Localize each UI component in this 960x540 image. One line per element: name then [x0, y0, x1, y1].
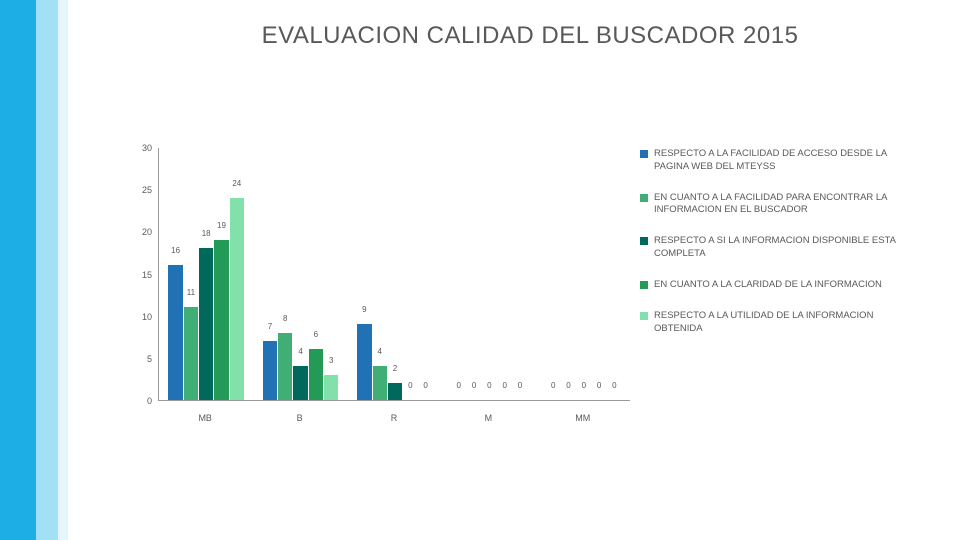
- bar: [388, 383, 402, 400]
- bar-value-label: 9: [362, 305, 366, 314]
- bar-value-label: 18: [202, 229, 211, 238]
- slide-title: EVALUACION CALIDAD DEL BUSCADOR 2015: [180, 22, 880, 50]
- bar-chart: 051015202530 161118192478463942000000000…: [130, 148, 630, 423]
- bar: [214, 240, 228, 400]
- decorative-stripe: [36, 0, 58, 540]
- bar-value-label: 0: [566, 381, 570, 390]
- bar: [324, 375, 338, 400]
- bar-value-label: 0: [551, 381, 555, 390]
- legend-item: RESPECTO A SI LA INFORMACION DISPONIBLE …: [640, 235, 920, 261]
- bar: [263, 341, 277, 400]
- bar: [293, 366, 307, 400]
- category-label: M: [441, 413, 535, 423]
- legend-item: RESPECTO A LA UTILIDAD DE LA INFORMACION…: [640, 310, 920, 336]
- legend-item: RESPECTO A LA FACILIDAD DE ACCESO DESDE …: [640, 148, 920, 174]
- bar-value-label: 0: [408, 381, 412, 390]
- legend-label: EN CUANTO A LA CLARIDAD DE LA INFORMACIO…: [654, 279, 882, 292]
- legend-label: EN CUANTO A LA FACILIDAD PARA ENCONTRAR …: [654, 192, 920, 218]
- bar: [168, 265, 182, 400]
- legend-swatch: [640, 237, 648, 245]
- plot-area: 16 11 18 19 24 7 8 4 6 3 9 4 2 0 0 0 0 0 0 0 0 0 0 0 0: [158, 148, 630, 401]
- bar-value-label: 0: [502, 381, 506, 390]
- bar-value-label: 0: [457, 381, 461, 390]
- category-label: MB: [158, 413, 252, 423]
- bar-value-label: 19: [217, 221, 226, 230]
- legend-swatch: [640, 194, 648, 202]
- bar-value-label: 2: [393, 364, 397, 373]
- y-tick-label: 20: [130, 227, 152, 237]
- bar-value-label: 3: [329, 356, 333, 365]
- bar-value-label: 0: [597, 381, 601, 390]
- category-label: B: [252, 413, 346, 423]
- bar-value-label: 11: [187, 288, 195, 297]
- bar-value-label: 0: [612, 381, 616, 390]
- bar: [199, 248, 213, 400]
- y-tick-label: 0: [130, 396, 152, 406]
- y-tick-label: 10: [130, 312, 152, 322]
- y-tick-label: 30: [130, 143, 152, 153]
- decorative-stripe: [0, 0, 36, 540]
- category-label: MM: [536, 413, 630, 423]
- legend-item: EN CUANTO A LA FACILIDAD PARA ENCONTRAR …: [640, 192, 920, 218]
- bar-value-label: 4: [298, 347, 302, 356]
- legend-item: EN CUANTO A LA CLARIDAD DE LA INFORMACIO…: [640, 279, 920, 292]
- bar: [230, 198, 244, 400]
- slide: EVALUACION CALIDAD DEL BUSCADOR 2015 051…: [0, 0, 960, 540]
- bar: [373, 366, 387, 400]
- legend-swatch: [640, 150, 648, 158]
- decorative-stripe: [58, 0, 68, 540]
- bar-value-label: 4: [377, 347, 381, 356]
- bar-value-label: 16: [171, 246, 180, 255]
- bar-value-label: 0: [472, 381, 476, 390]
- bar-value-label: 8: [283, 314, 287, 323]
- legend-label: RESPECTO A LA UTILIDAD DE LA INFORMACION…: [654, 310, 920, 336]
- y-tick-label: 15: [130, 270, 152, 280]
- legend-label: RESPECTO A SI LA INFORMACION DISPONIBLE …: [654, 235, 920, 261]
- bar: [309, 349, 323, 400]
- bar-value-label: 0: [487, 381, 491, 390]
- legend-swatch: [640, 312, 648, 320]
- category-label: R: [347, 413, 441, 423]
- y-tick-label: 5: [130, 354, 152, 364]
- bar-value-label: 0: [518, 381, 522, 390]
- bar-value-label: 7: [268, 322, 272, 331]
- bar: [278, 333, 292, 400]
- bar: [357, 324, 371, 400]
- bar-value-label: 0: [582, 381, 586, 390]
- chart-legend: RESPECTO A LA FACILIDAD DE ACCESO DESDE …: [640, 148, 920, 353]
- bar-value-label: 0: [423, 381, 427, 390]
- bar: [184, 307, 198, 400]
- legend-swatch: [640, 281, 648, 289]
- bar-value-label: 6: [314, 330, 318, 339]
- legend-label: RESPECTO A LA FACILIDAD DE ACCESO DESDE …: [654, 148, 920, 174]
- y-tick-label: 25: [130, 185, 152, 195]
- bar-value-label: 24: [232, 179, 241, 188]
